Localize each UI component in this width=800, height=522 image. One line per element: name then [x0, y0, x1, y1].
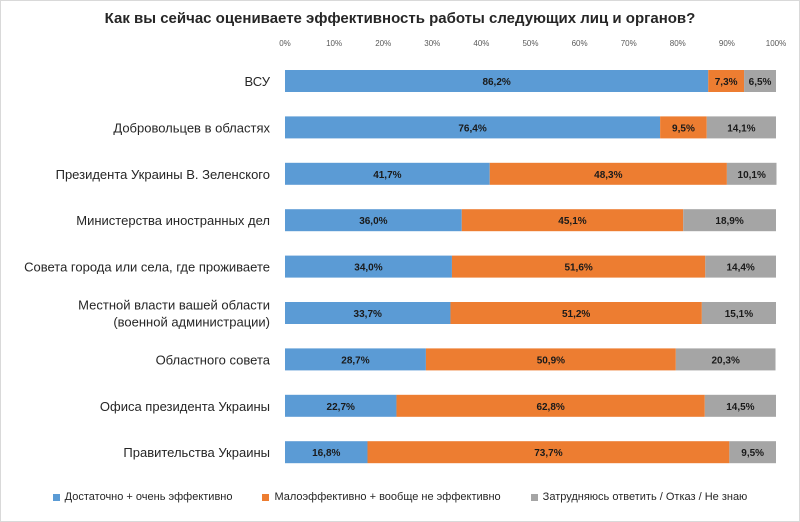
data-label: 41,7% — [373, 170, 401, 181]
data-label: 28,7% — [341, 355, 369, 366]
data-label: 45,1% — [558, 216, 586, 227]
legend-label: Малоэффективно + вообще не эффективно — [274, 491, 501, 503]
legend-item: Затрудняюсь ответить / Отказ / Не знаю — [530, 491, 748, 503]
legend-swatch — [52, 493, 60, 501]
bar-segment — [285, 302, 451, 324]
category-label: ВСУ — [245, 74, 271, 89]
category-label: (военной администрации) — [113, 315, 270, 330]
data-label: 18,9% — [715, 216, 743, 227]
data-label: 14,1% — [727, 123, 755, 134]
data-label: 15,1% — [725, 309, 753, 320]
x-tick-label: 50% — [522, 39, 538, 48]
data-label: 33,7% — [354, 309, 382, 320]
bar-segment — [675, 348, 776, 371]
category-label: Совета города или села, где проживаете — [24, 260, 270, 275]
bar-segment — [708, 70, 745, 92]
data-label: 10,1% — [738, 170, 766, 181]
x-tick-label: 0% — [279, 39, 291, 48]
x-tick-label: 60% — [572, 39, 588, 48]
category-label: Президента Украины В. Зеленского — [56, 167, 270, 182]
x-tick-label: 20% — [375, 39, 391, 48]
bar-segment — [285, 162, 490, 185]
x-tick-label: 40% — [473, 39, 489, 48]
category-label: Министерства иностранных дел — [76, 213, 270, 228]
bar-segment — [285, 348, 426, 371]
bar-segment — [425, 348, 676, 371]
data-label: 51,2% — [562, 309, 590, 320]
data-label: 50,9% — [537, 355, 565, 366]
x-tick-label: 30% — [424, 39, 440, 48]
data-label: 6,5% — [749, 77, 772, 88]
bar-segment — [285, 255, 452, 278]
data-label: 73,7% — [534, 448, 562, 459]
x-tick-label: 100% — [766, 39, 786, 48]
data-label: 76,4% — [458, 123, 486, 134]
data-label: 36,0% — [359, 216, 387, 227]
category-label: Правительства Украины — [123, 445, 270, 460]
legend-label: Затрудняюсь ответить / Отказ / Не знаю — [542, 491, 748, 503]
bar-segment — [367, 441, 730, 464]
bar-segment — [285, 116, 661, 139]
data-label: 14,4% — [726, 263, 754, 274]
legend-swatch — [262, 493, 270, 501]
data-label: 62,8% — [536, 402, 564, 413]
legend-swatch — [530, 493, 538, 501]
bar-segment — [461, 209, 684, 232]
data-label: 51,6% — [564, 263, 592, 274]
bar-segment — [683, 209, 776, 232]
chart-title: Как вы сейчас оцениваете эффективность р… — [104, 10, 696, 27]
chart-legend: Достаточно + очень эффективно Малоэффекти… — [0, 491, 800, 503]
bar-segment — [285, 209, 462, 232]
category-label: Добровольцев в областях — [113, 120, 270, 135]
data-label: 7,3% — [715, 77, 738, 88]
data-label: 9,5% — [672, 123, 695, 134]
data-label: 9,5% — [741, 448, 764, 459]
bar-segment — [701, 302, 776, 324]
data-label: 34,0% — [354, 263, 382, 274]
bar-segment — [396, 394, 705, 417]
bar-segment — [729, 441, 776, 464]
x-tick-label: 90% — [719, 39, 735, 48]
data-label: 48,3% — [594, 170, 622, 181]
category-label: Областного совета — [156, 352, 271, 367]
data-label: 14,5% — [726, 402, 754, 413]
data-label: 16,8% — [312, 448, 340, 459]
bar-segment — [744, 70, 776, 92]
x-tick-label: 80% — [670, 39, 686, 48]
bar-segment — [704, 394, 776, 417]
bar-segment — [285, 394, 397, 417]
bar-segment — [706, 116, 776, 139]
x-tick-label: 70% — [621, 39, 637, 48]
bar-segment — [489, 162, 727, 185]
bar-segment — [450, 302, 702, 324]
legend-item: Малоэффективно + вообще не эффективно — [262, 491, 501, 503]
bar-segment — [660, 116, 707, 139]
category-label: Местной власти вашей области — [78, 298, 270, 313]
bar-segment — [705, 255, 776, 278]
data-label: 86,2% — [482, 77, 510, 88]
data-label: 22,7% — [327, 402, 355, 413]
x-tick-label: 10% — [326, 39, 342, 48]
data-label: 20,3% — [711, 355, 739, 366]
bar-segment — [451, 255, 706, 278]
bar-segment — [726, 162, 777, 185]
legend-item: Достаточно + очень эффективно — [52, 491, 233, 503]
legend-label: Достаточно + очень эффективно — [64, 491, 233, 503]
bar-segment — [285, 70, 709, 92]
category-label: Офиса президента Украины — [100, 399, 270, 414]
bar-segment — [285, 441, 368, 464]
